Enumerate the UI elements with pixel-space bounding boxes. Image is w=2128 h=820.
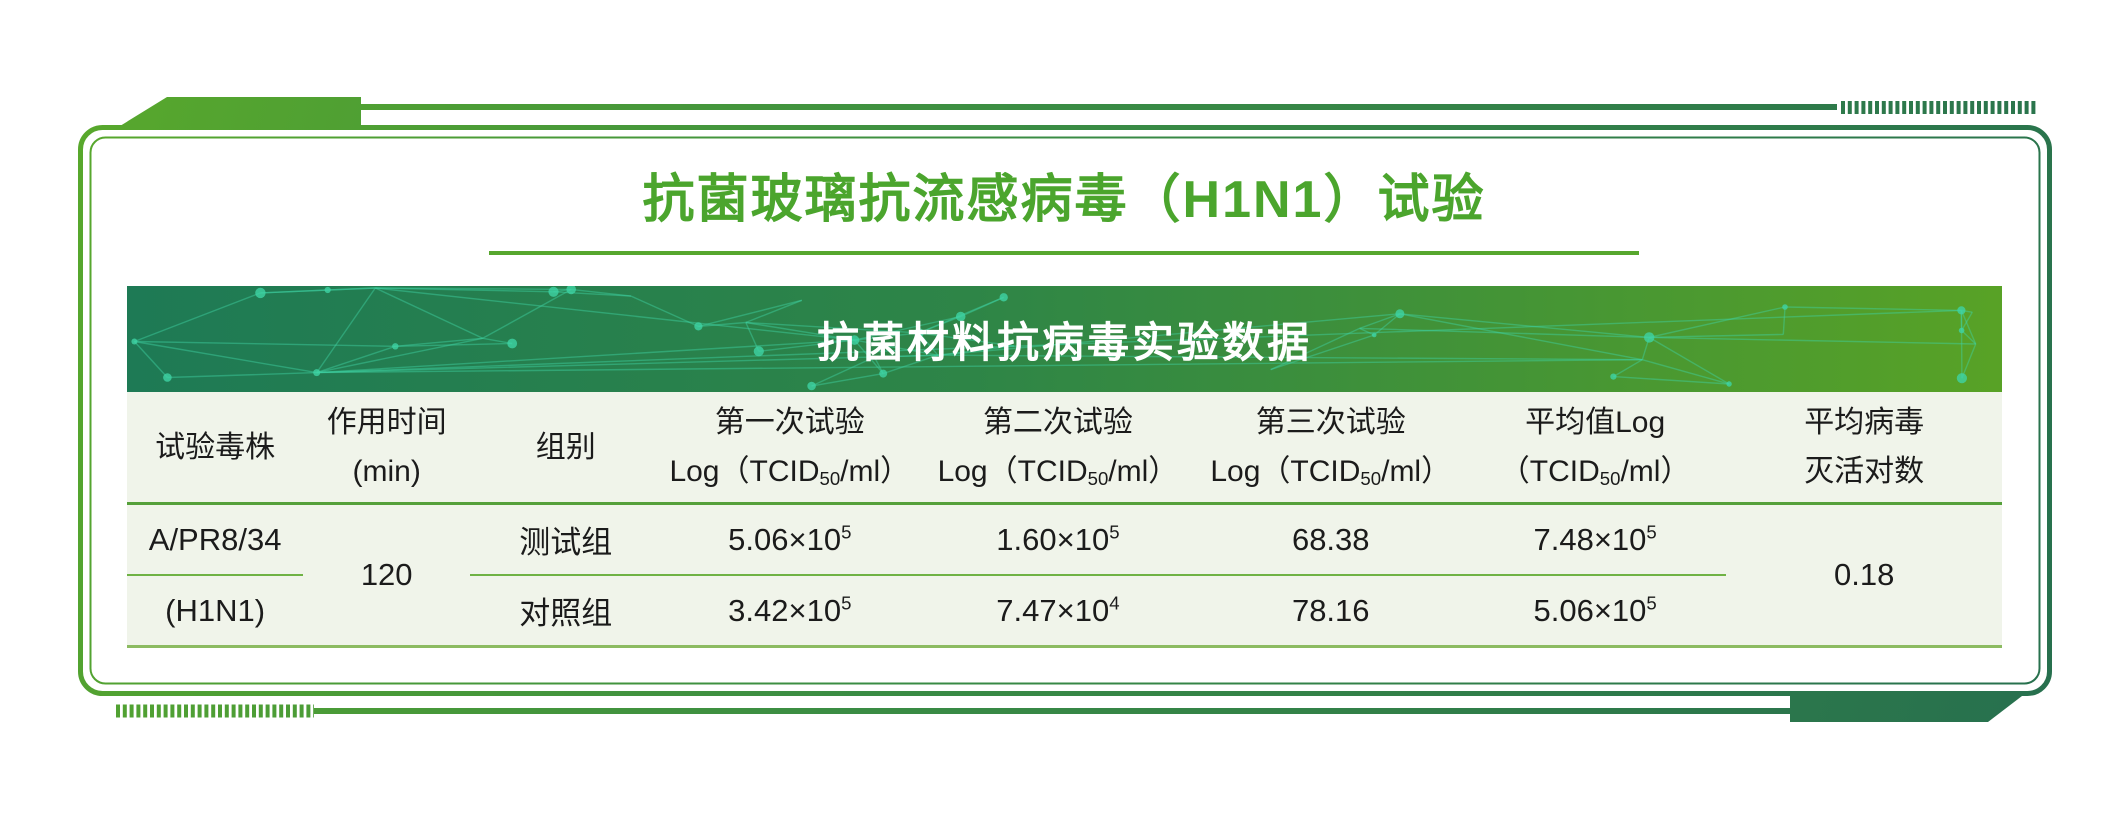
header-test1: 第一次试验 Log（TCID50/ml） xyxy=(661,392,919,505)
network-pattern xyxy=(131,286,1977,391)
table-wrap: 试验毒株 作用时间 (min) 组别 第一次试验 Log（TCID50/ml） xyxy=(127,392,2002,648)
header-test3: 第三次试验 Log（TCID50/ml） xyxy=(1197,392,1464,505)
cell-average-row2: 5.06×105 xyxy=(1533,592,1657,628)
header-average: 平均值Log （TCID50/ml） xyxy=(1463,392,1727,505)
top-left-accent xyxy=(120,97,361,126)
cell-strain-row1: A/PR8/34 xyxy=(127,503,304,576)
table-row: A/PR8/34 120 测试组 5.06×105 1.60×105 68.38… xyxy=(127,503,2002,592)
header-group: 组别 xyxy=(470,392,662,505)
data-table: 试验毒株 作用时间 (min) 组别 第一次试验 Log（TCID50/ml） xyxy=(127,392,2002,648)
data-banner: 抗菌材料抗病毒实验数据 xyxy=(127,286,2002,392)
cell-test3-row1: 68.38 xyxy=(1197,503,1464,576)
page-title: 抗菌玻璃抗流感病毒（H1N1）试验 xyxy=(642,171,1486,229)
frame-outer-border xyxy=(78,125,2052,696)
banner-title: 抗菌材料抗病毒实验数据 xyxy=(816,318,1312,366)
cell-test1-row1: 5.06×105 xyxy=(661,503,919,576)
title-underline xyxy=(489,251,1639,255)
cell-test3-row2: 78.16 xyxy=(1291,592,1370,628)
header-test2: 第二次试验 Log（TCID50/ml） xyxy=(918,392,1198,505)
bottom-accent-line xyxy=(314,708,1790,714)
header-row: 试验毒株 作用时间 (min) 组别 第一次试验 Log（TCID50/ml） xyxy=(127,392,2002,505)
cell-test2-row1: 1.60×105 xyxy=(918,503,1198,576)
header-inactivation: 平均病毒 灭活对数 xyxy=(1726,392,2002,505)
frame-inner-border xyxy=(89,136,2041,685)
cell-inactivation: 0.18 xyxy=(1834,557,1895,592)
header-duration: 作用时间 (min) xyxy=(303,392,471,505)
cell-strain-row2: (H1N1) xyxy=(165,592,266,628)
table-row: (H1N1) 对照组 3.42×105 7.47×104 78.16 5.06×… xyxy=(127,575,2002,647)
cell-duration: 120 xyxy=(360,557,413,592)
cell-test2-row2: 7.47×104 xyxy=(996,592,1120,628)
cell-average-row1: 7.48×105 xyxy=(1463,503,1727,576)
header-strain: 试验毒株 xyxy=(127,392,304,505)
cell-group-row1: 测试组 xyxy=(470,503,662,576)
top-accent-line xyxy=(361,104,1837,110)
cell-test1-row2: 3.42×105 xyxy=(728,592,852,628)
bottom-right-accent xyxy=(1790,696,2022,722)
cell-group-row2: 对照组 xyxy=(519,596,613,631)
